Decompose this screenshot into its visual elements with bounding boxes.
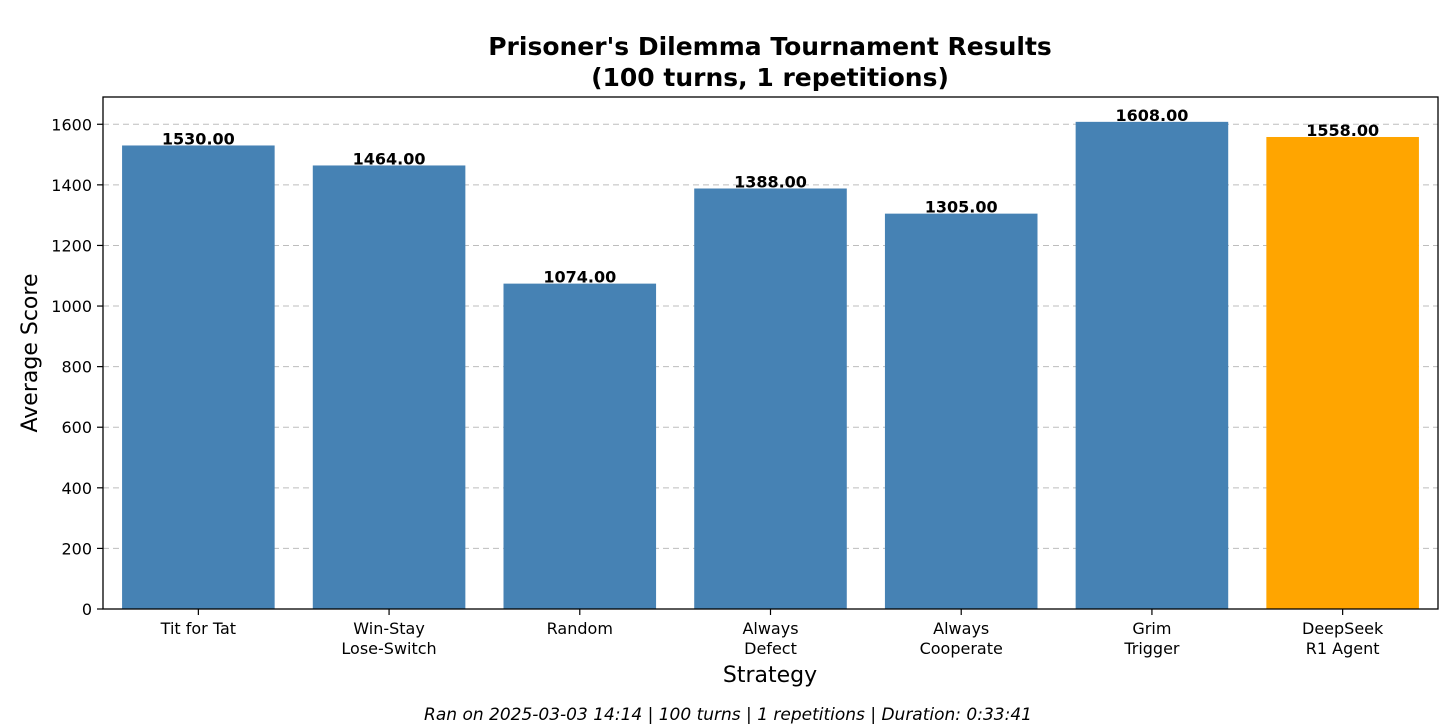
y-tick-label: 400	[61, 479, 92, 498]
bar	[312, 165, 466, 610]
x-tick-label: Always	[742, 619, 798, 638]
y-axis-label: Average Score	[18, 274, 43, 433]
chart-title-line: Prisoner's Dilemma Tournament Results	[488, 32, 1052, 61]
bar	[503, 283, 657, 609]
y-tick-label: 200	[61, 539, 92, 558]
bar	[1266, 136, 1419, 609]
bar	[694, 188, 847, 610]
y-tick-label: 800	[61, 358, 92, 377]
data-label: 1530.00	[162, 129, 235, 148]
data-label: 1464.00	[353, 149, 426, 168]
y-axis-ticks: 0 200 400 600 800 1000 1200 1400 1600	[51, 115, 103, 619]
x-axis-label: Strategy	[723, 663, 817, 688]
data-labels: 1530.00 1464.00 1074.00 1388.00 1305.00 1608.…	[162, 106, 1379, 287]
y-tick-label: 1200	[51, 236, 92, 255]
x-tick-label: Trigger	[1123, 639, 1180, 658]
data-label: 1305.00	[925, 198, 998, 217]
bar	[122, 145, 275, 609]
y-tick-label: 0	[82, 600, 92, 619]
data-label: 1074.00	[543, 268, 616, 287]
y-tick-label: 1000	[51, 297, 92, 316]
y-tick-label: 1400	[51, 176, 92, 195]
x-tick-label: Cooperate	[920, 639, 1003, 658]
data-label: 1558.00	[1306, 121, 1379, 140]
bar	[884, 213, 1038, 610]
x-tick-label: R1 Agent	[1306, 639, 1380, 658]
data-label: 1388.00	[734, 172, 807, 191]
chart-title: Prisoner's Dilemma Tournament Results (10…	[488, 32, 1052, 92]
x-tick-label: Defect	[744, 639, 797, 658]
y-tick-label: 1600	[51, 115, 92, 134]
footer-note: Ran on 2025-03-03 14:14 | 100 turns | 1 …	[424, 705, 1032, 725]
bar	[1075, 121, 1229, 610]
x-tick-label: Win-Stay	[353, 619, 425, 638]
x-tick-label: Always	[933, 619, 989, 638]
x-tick-label: Grim	[1132, 619, 1171, 638]
x-tick-label: Random	[547, 619, 613, 638]
x-tick-label: Lose-Switch	[341, 639, 436, 658]
x-tick-label: DeepSeek	[1302, 619, 1384, 638]
bars	[122, 121, 1419, 610]
x-tick-label: Tit for Tat	[160, 619, 236, 638]
y-tick-label: 600	[61, 418, 92, 437]
data-label: 1608.00	[1115, 106, 1188, 125]
chart-title-line: (100 turns, 1 repetitions)	[591, 63, 949, 92]
